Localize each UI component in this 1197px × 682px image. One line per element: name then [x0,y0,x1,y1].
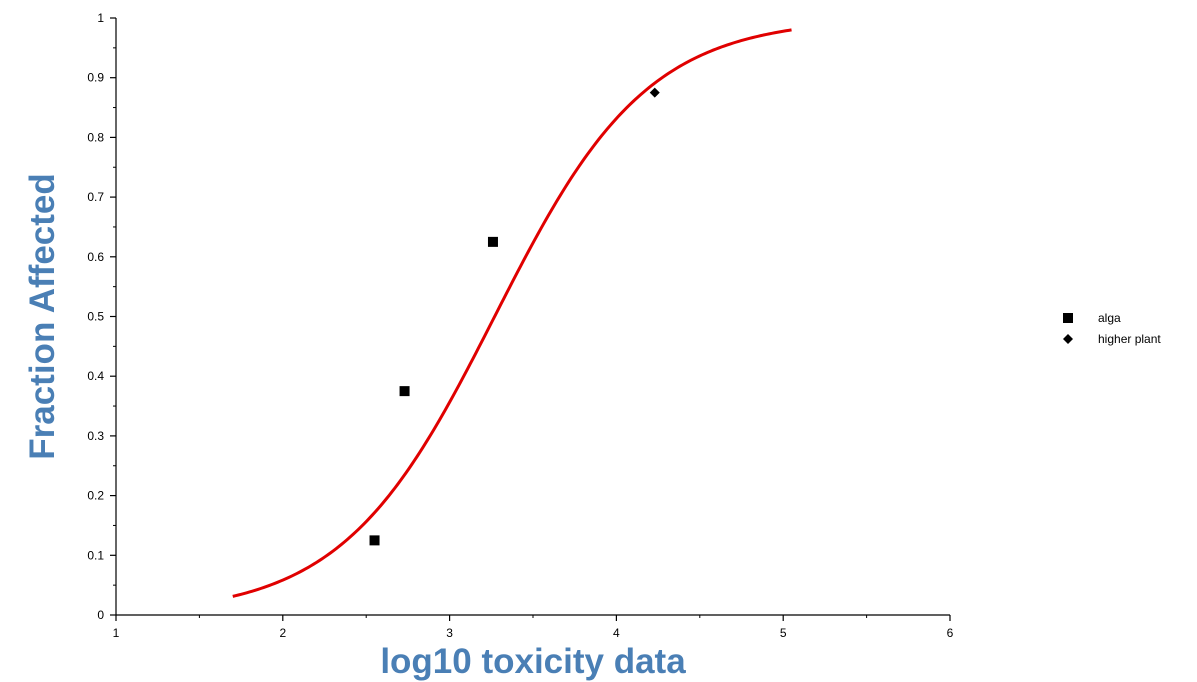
y-tick-label: 0.4 [87,369,104,383]
y-tick-label: 0.6 [87,250,104,264]
y-tick-label: 0.2 [87,489,104,503]
y-tick-label: 0.3 [87,429,104,443]
y-tick-label: 1 [97,11,104,25]
data-points [369,87,660,546]
higher-plant-point [649,87,660,98]
x-tick-label: 2 [279,626,286,640]
fitted-curve-layer [232,28,792,598]
y-tick-label: 0.9 [87,71,104,85]
alga-point [399,386,410,397]
legend: alga higher plant [1063,311,1161,346]
x-tick-label: 4 [613,626,620,640]
x-tick-label: 6 [947,626,954,640]
y-tick-label: 0.5 [87,310,104,324]
alga-point [487,236,498,247]
legend-label: higher plant [1098,332,1161,346]
ticks: 0 0.1 0.2 0.3 0.4 0.5 0.6 0.7 0.8 0.9 1 1 2 3 4 5 6 [87,11,953,640]
axes [115,18,950,616]
y-tick-label: 0.7 [87,190,104,204]
x-tick-label: 3 [446,626,453,640]
y-tick-label: 0.1 [87,548,104,562]
legend-diamond-icon [1063,334,1073,344]
x-axis-title: log10 toxicity data [380,642,686,681]
x-tick-label: 5 [780,626,787,640]
legend-square-icon [1063,313,1073,323]
y-tick-label: 0 [97,608,104,622]
y-axis-title: Fraction Affected [23,173,62,460]
y-tick-label: 0.8 [87,130,104,144]
legend-label: alga [1098,311,1121,325]
x-tick-label: 1 [113,626,120,640]
alga-point [369,535,380,546]
fitted-curve-line [232,28,792,598]
